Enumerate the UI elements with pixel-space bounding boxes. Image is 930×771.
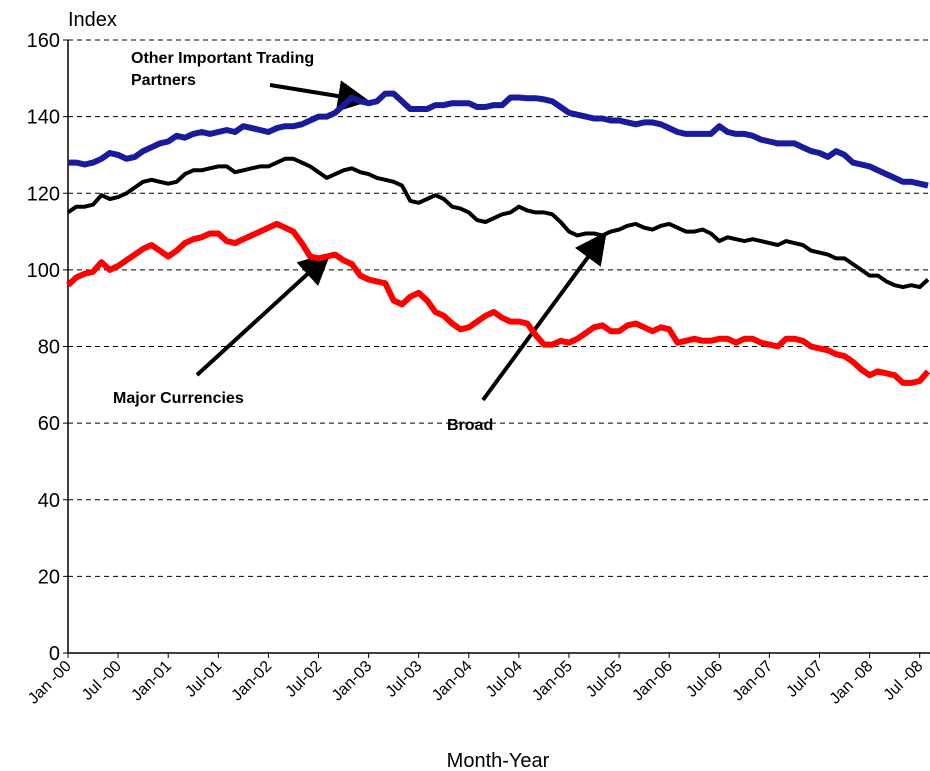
x-tick-label: Jan-03 (329, 658, 376, 705)
annotation: Broad (447, 417, 493, 434)
x-tick-label: Jan-01 (128, 658, 175, 705)
series-line (68, 90, 929, 189)
x-tick-label: Jan-07 (730, 658, 777, 705)
x-tick-label: Jul-07 (783, 658, 826, 701)
x-axis-label: Month-Year (447, 750, 550, 771)
y-tick-label: 160 (27, 30, 60, 52)
x-tick-label: Jan-04 (429, 658, 476, 705)
x-tick-label: Jan-02 (229, 658, 276, 705)
annotation-arrow (269, 80, 370, 112)
x-tick-label: Jan -08 (827, 658, 877, 708)
annotation-line: Broad (447, 417, 493, 434)
x-tick-label: Jan -00 (25, 658, 75, 708)
series-line (66, 156, 930, 290)
y-tick-label: 140 (27, 107, 60, 129)
annotation-arrow (481, 231, 607, 402)
annotation-line: Major Currencies (113, 390, 244, 407)
y-tick-label: 40 (38, 490, 60, 512)
series-line (65, 220, 930, 386)
x-tick-label: Jul-04 (483, 658, 526, 701)
annotation-line: Partners (131, 72, 196, 89)
x-tick-label: Jan-06 (629, 658, 676, 705)
y-tick-label: 120 (27, 183, 60, 205)
x-tick-label: Jul-05 (583, 658, 626, 701)
annotation: Other Important Trading Partners (131, 50, 314, 89)
x-tick-label: Jul-02 (282, 658, 325, 701)
x-tick-label: Jan-05 (529, 658, 576, 705)
annotation-line: Other Important Trading (131, 50, 314, 67)
y-axis-label: Index (68, 9, 117, 31)
y-tick-label: 60 (38, 413, 60, 435)
x-tick-label: Jul-01 (182, 658, 225, 701)
x-tick-label: Jul -08 (881, 658, 927, 704)
annotation: Major Currencies (113, 390, 244, 407)
annotation-arrow (195, 252, 331, 377)
x-tick-label: Jul-03 (383, 658, 426, 701)
y-tick-label: 0 (49, 643, 60, 665)
x-tick-label: Jul -00 (79, 658, 125, 704)
y-tick-label: 80 (38, 337, 60, 359)
x-tick-label: Jul-06 (683, 658, 726, 701)
y-tick-label: 20 (38, 566, 60, 588)
y-tick-label: 100 (27, 260, 60, 282)
